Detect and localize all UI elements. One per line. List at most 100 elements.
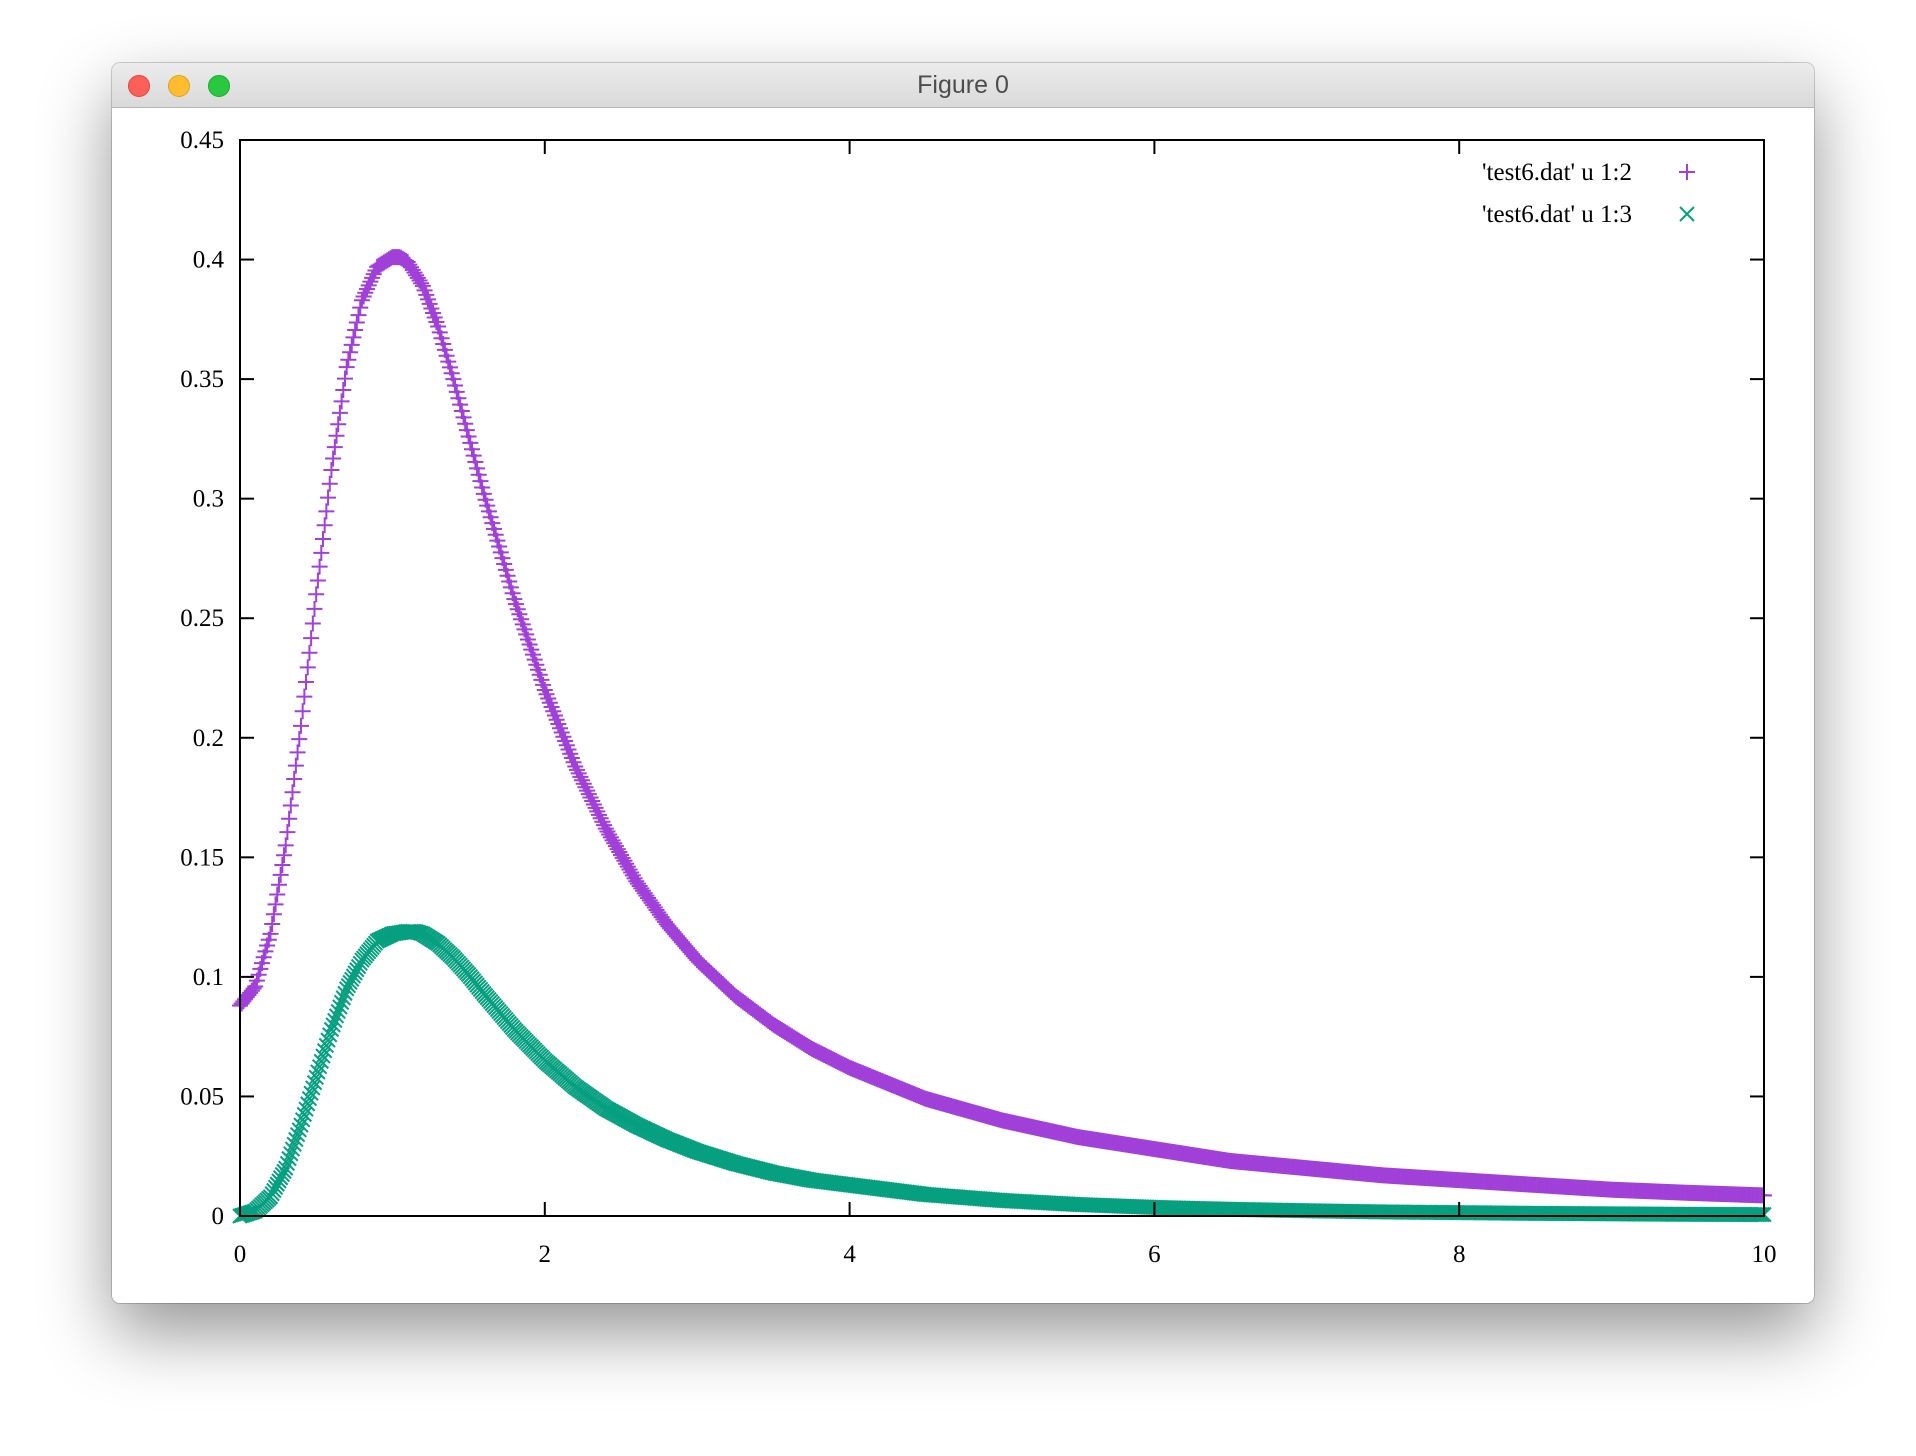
legend-marker-plus xyxy=(1679,164,1695,180)
series-1-point xyxy=(560,741,577,758)
series-1-point xyxy=(590,806,607,823)
series-1-point xyxy=(353,292,370,309)
series-1-point xyxy=(582,789,599,806)
y-tick-label: 0.2 xyxy=(193,725,224,752)
x-tick-label: 10 xyxy=(1752,1241,1777,1268)
series-1-point xyxy=(472,473,489,490)
series-1-point xyxy=(453,402,470,419)
series-1-point xyxy=(460,428,477,445)
series-1-point xyxy=(470,466,487,483)
series-1-point xyxy=(365,266,382,283)
series-1-point xyxy=(326,439,343,456)
series-1-point xyxy=(308,586,325,603)
series-1-point xyxy=(309,572,326,589)
series-1-point xyxy=(469,460,486,477)
series-1-point xyxy=(567,758,584,775)
series-1-point xyxy=(445,371,462,388)
series-1-point xyxy=(274,857,291,874)
series-1-point xyxy=(282,797,299,814)
series-1-point xyxy=(277,837,294,854)
series-1-point xyxy=(335,382,352,399)
series-1-point xyxy=(316,517,333,534)
series-1-point xyxy=(265,906,282,923)
series-1-point xyxy=(570,765,587,782)
plot-area: 0 2 4 6 8 10 0 0.05 0.1 0.15 0.2 0.25 0.3 0.35 0.4 0.4… xyxy=(112,108,1814,1303)
series-1-point xyxy=(325,450,342,467)
series-1-point xyxy=(267,896,284,913)
series-1-point xyxy=(303,630,320,647)
series-1-point xyxy=(572,768,589,785)
series-1-point xyxy=(550,715,567,732)
legend: 'test6.dat' u 1:2 'test6.dat' u 1:3 xyxy=(1482,159,1695,228)
series-1-point xyxy=(413,275,430,292)
series-1-point xyxy=(463,441,480,458)
series-1-point xyxy=(462,434,479,451)
series-1-point xyxy=(313,544,330,561)
series-1-point xyxy=(596,817,613,834)
series-1-point xyxy=(306,600,323,617)
y-tick-label: 0.25 xyxy=(180,605,224,632)
chart: 0 2 4 6 8 10 0 0.05 0.1 0.15 0.2 0.25 0.3 0.35 0.4 0.4… xyxy=(180,127,1777,1268)
legend-label: 'test6.dat' u 1:3 xyxy=(1482,201,1632,228)
series-1-point xyxy=(457,415,474,432)
y-tick-label: 0.1 xyxy=(193,964,224,991)
series-1-point xyxy=(594,813,611,830)
y-tick-label: 0.45 xyxy=(180,127,224,154)
series-1-point xyxy=(284,784,301,801)
series-1-point xyxy=(298,673,315,690)
series-1-point xyxy=(587,799,604,816)
series-1-point xyxy=(281,810,298,827)
series-1-point xyxy=(336,370,353,387)
series-1-point xyxy=(264,916,281,933)
series-1-point xyxy=(474,479,491,496)
series-1-point xyxy=(585,796,602,813)
series-1-point xyxy=(243,982,260,999)
series-1-point xyxy=(348,314,365,331)
series-1-point xyxy=(548,711,565,728)
x-tick-labels: 0 2 4 6 8 10 xyxy=(234,1241,1777,1268)
series-1-point xyxy=(563,749,580,766)
series-1-point xyxy=(292,717,309,734)
series-1-point xyxy=(543,698,560,715)
series-1-point xyxy=(355,288,372,305)
series-1-point xyxy=(574,772,591,789)
legend-label: 'test6.dat' u 1:2 xyxy=(1482,159,1632,186)
series-1-point xyxy=(584,793,601,810)
x-tick-label: 8 xyxy=(1453,1241,1466,1268)
series-1-point xyxy=(347,321,364,338)
series-1-point xyxy=(592,810,609,827)
series-1-point xyxy=(276,847,293,864)
minimize-button[interactable] xyxy=(168,75,190,97)
series-1-point xyxy=(536,681,553,698)
window-title: Figure 0 xyxy=(917,71,1009,99)
zoom-button[interactable] xyxy=(208,75,230,97)
x-tick-label: 2 xyxy=(539,1241,552,1268)
series-1-point xyxy=(360,277,377,294)
series-1-point xyxy=(575,775,592,792)
series-1-point xyxy=(352,299,369,316)
series-1-point xyxy=(540,690,557,707)
title-bar[interactable]: Figure 0 xyxy=(112,63,1814,108)
y-tick-label: 0.15 xyxy=(180,844,224,871)
series-1-point xyxy=(362,273,379,290)
y-tick-labels: 0 0.05 0.1 0.15 0.2 0.25 0.3 0.35 0.4 0.45 xyxy=(180,127,224,1230)
plot-border xyxy=(239,139,1765,1217)
series-1-point xyxy=(287,757,304,774)
x-tick-label: 6 xyxy=(1148,1241,1161,1268)
series-1-point xyxy=(331,404,348,421)
series-1-point xyxy=(448,383,465,400)
series-1-point xyxy=(314,531,331,548)
series-1-point xyxy=(328,427,345,444)
close-button[interactable] xyxy=(128,75,150,97)
series-1-point xyxy=(333,393,350,410)
series-1-point xyxy=(450,390,467,407)
y-tick-label: 0.35 xyxy=(180,366,224,393)
series-1-point xyxy=(289,744,306,761)
series-1-point xyxy=(296,688,313,705)
series-1-point xyxy=(359,281,375,298)
series-1-point xyxy=(553,724,570,741)
legend-marker-cross xyxy=(1679,206,1695,222)
series-1-point xyxy=(541,694,558,711)
series-1-point xyxy=(558,737,575,754)
series-1-point xyxy=(301,644,318,661)
